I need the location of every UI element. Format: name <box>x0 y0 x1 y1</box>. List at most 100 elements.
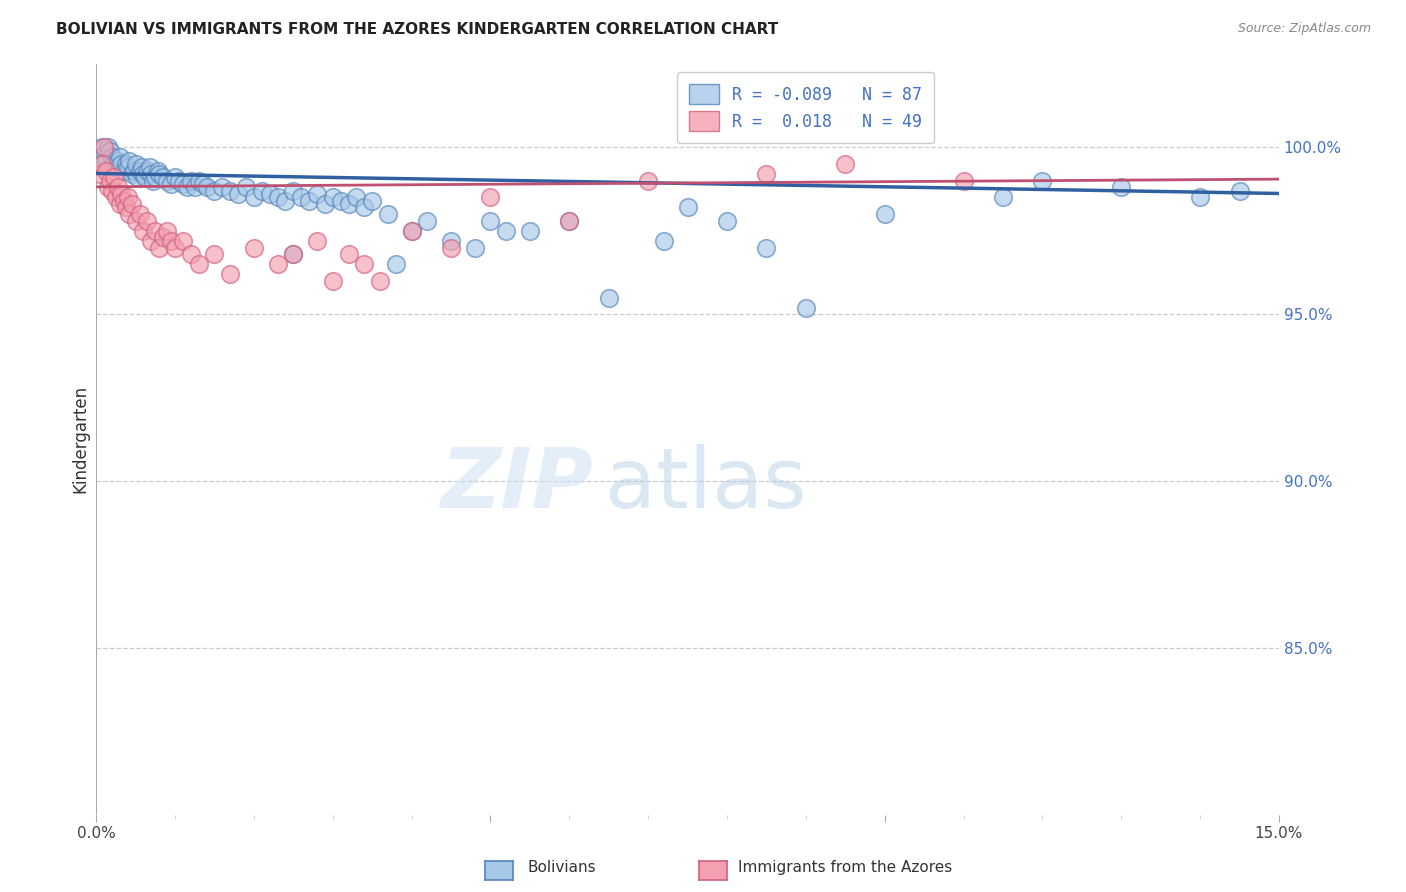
Point <box>136 214 159 228</box>
Point <box>204 247 226 261</box>
Point <box>100 144 122 158</box>
Point <box>97 140 120 154</box>
Point <box>117 161 139 175</box>
Point <box>148 240 170 254</box>
Point <box>104 161 127 175</box>
Point <box>93 140 115 154</box>
Point <box>91 140 114 154</box>
Point <box>117 190 139 204</box>
Point <box>243 190 266 204</box>
Point <box>134 170 156 185</box>
Point <box>187 174 209 188</box>
Point <box>107 153 129 168</box>
Point <box>305 234 328 248</box>
Point <box>401 224 423 238</box>
Point <box>160 177 183 191</box>
Text: ZIP: ZIP <box>440 444 593 524</box>
Point <box>143 170 166 185</box>
Point <box>1031 174 1053 188</box>
Point <box>110 187 132 202</box>
Point <box>176 180 198 194</box>
Point <box>89 167 111 181</box>
Point <box>94 163 117 178</box>
Point <box>353 257 375 271</box>
Point <box>991 190 1014 204</box>
Point <box>107 180 129 194</box>
Point <box>266 257 288 271</box>
Point <box>479 214 502 228</box>
Point <box>274 194 297 208</box>
Point <box>141 167 163 181</box>
Point <box>118 153 141 168</box>
Text: BOLIVIAN VS IMMIGRANTS FROM THE AZORES KINDERGARTEN CORRELATION CHART: BOLIVIAN VS IMMIGRANTS FROM THE AZORES K… <box>56 22 779 37</box>
Point <box>337 247 360 261</box>
Point <box>283 247 305 261</box>
Point <box>152 170 174 185</box>
Point <box>361 194 384 208</box>
Text: Immigrants from the Azores: Immigrants from the Azores <box>738 861 952 875</box>
Point <box>180 174 202 188</box>
Point <box>259 187 281 202</box>
Point <box>156 224 179 238</box>
Point <box>91 157 114 171</box>
Point <box>112 194 135 208</box>
Point <box>152 230 174 244</box>
Point <box>298 194 321 208</box>
Point <box>104 190 127 204</box>
Point <box>121 197 143 211</box>
Point <box>598 291 620 305</box>
Point <box>128 163 150 178</box>
Point <box>115 201 138 215</box>
Point <box>495 224 517 238</box>
Text: Bolivians: Bolivians <box>527 861 596 875</box>
Point <box>219 267 242 281</box>
Point <box>115 157 138 171</box>
Point <box>128 207 150 221</box>
Point <box>676 201 699 215</box>
Point <box>290 190 312 204</box>
Point <box>163 240 186 254</box>
Point <box>283 247 305 261</box>
Point <box>132 224 155 238</box>
Point <box>136 163 159 178</box>
Point <box>266 190 288 204</box>
Point <box>103 157 125 171</box>
Point <box>440 240 463 254</box>
Point <box>195 180 218 194</box>
Point <box>191 177 214 191</box>
Point <box>103 170 125 185</box>
Point <box>219 184 242 198</box>
Point <box>834 157 856 171</box>
Y-axis label: Kindergarten: Kindergarten <box>72 385 89 493</box>
Point <box>163 170 186 185</box>
Point <box>314 197 336 211</box>
Point <box>100 174 122 188</box>
Point <box>180 247 202 261</box>
Point <box>148 167 170 181</box>
Point <box>755 167 778 181</box>
Point <box>243 240 266 254</box>
Point <box>377 207 399 221</box>
Point <box>93 147 115 161</box>
Point <box>172 177 194 191</box>
Point <box>344 190 367 204</box>
Point <box>440 234 463 248</box>
Point <box>122 163 145 178</box>
Point <box>108 197 131 211</box>
Point <box>337 197 360 211</box>
Point <box>1189 190 1212 204</box>
Point <box>121 167 143 181</box>
Point <box>187 257 209 271</box>
Point <box>97 180 120 194</box>
Point <box>110 157 132 171</box>
Point <box>305 187 328 202</box>
Point <box>124 157 146 171</box>
Point <box>141 234 163 248</box>
Point <box>353 201 375 215</box>
Point <box>108 151 131 165</box>
Point <box>558 214 581 228</box>
Point <box>124 214 146 228</box>
Point <box>235 180 257 194</box>
Point <box>139 161 162 175</box>
Point <box>416 214 439 228</box>
